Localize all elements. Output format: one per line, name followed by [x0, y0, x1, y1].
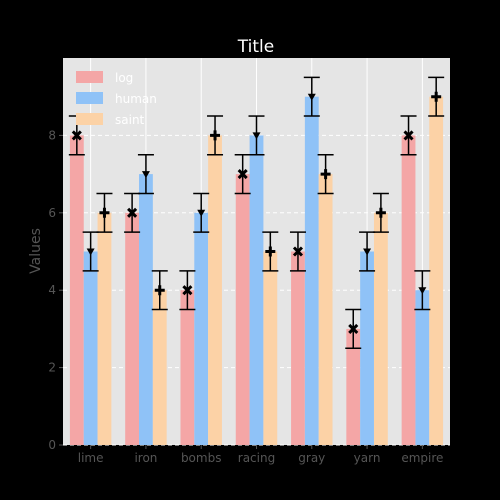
- bar-saint-racing: [263, 251, 278, 445]
- marker-triangle-down: [418, 287, 427, 295]
- x-axis-ticks: lime iron bombs racing gray yarn empire: [78, 445, 443, 465]
- x-tick-label: yarn: [354, 451, 381, 465]
- x-tick-label: bombs: [181, 451, 222, 465]
- bar-saint-gray: [318, 174, 333, 445]
- bar-log-racing: [235, 174, 250, 445]
- x-tick-label: empire: [401, 451, 443, 465]
- y-tick-label: 2: [48, 361, 56, 375]
- bar-log-bombs: [180, 290, 195, 445]
- marker-x: [127, 207, 138, 218]
- bar-log-gray: [291, 251, 305, 445]
- error-bars: [68, 76, 445, 349]
- x-tick-label: gray: [298, 451, 325, 465]
- bar-human-racing: [249, 135, 264, 445]
- bar-human-lime: [83, 251, 98, 445]
- legend-swatch-saint: [76, 113, 103, 125]
- bar-human-bombs: [194, 212, 209, 445]
- y-tick-label: 6: [48, 206, 56, 220]
- marker-plus: [154, 285, 165, 296]
- bar-log-empire: [401, 135, 416, 445]
- bar-saint-empire: [429, 96, 444, 445]
- bar-log-yarn: [346, 328, 361, 445]
- x-tick-label: racing: [238, 451, 275, 465]
- legend-label-log: log: [115, 71, 133, 85]
- bar-saint-lime: [97, 212, 112, 445]
- marker-plus: [99, 207, 110, 218]
- y-tick-label: 8: [48, 128, 56, 142]
- bar-saint-iron: [152, 290, 167, 445]
- legend-label-human: human: [115, 92, 157, 106]
- y-tick-label: 0: [48, 438, 56, 452]
- bar-human-iron: [139, 174, 153, 445]
- bar-human-yarn: [360, 251, 374, 445]
- marker-x: [403, 130, 414, 141]
- marker-plus: [210, 130, 221, 141]
- marker-triangle-down: [307, 93, 316, 101]
- marker-x: [348, 323, 359, 334]
- marker-triangle-down: [252, 132, 261, 140]
- y-axis-ticks: 0 2 4 6 8: [48, 128, 63, 452]
- y-tick-label: 4: [48, 283, 56, 297]
- marker-triangle-down: [141, 171, 150, 179]
- bar-log-iron: [125, 212, 140, 445]
- legend: log human saint: [76, 71, 157, 127]
- marker-triangle-down: [197, 209, 206, 217]
- marker-x: [71, 130, 82, 141]
- legend-label-saint: saint: [115, 113, 145, 127]
- markers: [71, 91, 442, 334]
- chart-title: Title: [237, 37, 274, 57]
- legend-swatch-log: [76, 71, 103, 83]
- marker-x: [292, 246, 304, 257]
- bar-log-lime: [69, 135, 84, 445]
- bar-saint-yarn: [373, 212, 388, 445]
- marker-plus: [265, 246, 276, 257]
- marker-x: [237, 169, 248, 180]
- marker-x: [182, 285, 193, 296]
- bar-human-gray: [304, 96, 319, 445]
- x-tick-label: iron: [134, 451, 157, 465]
- marker-triangle-down: [86, 248, 95, 256]
- marker-plus: [375, 207, 386, 218]
- x-tick-label: lime: [78, 451, 104, 465]
- bars: [69, 96, 444, 445]
- bar-saint-bombs: [208, 135, 222, 445]
- marker-triangle-down: [363, 248, 372, 256]
- marker-plus: [431, 91, 442, 102]
- legend-swatch-human: [76, 92, 103, 104]
- y-axis-label: Values: [28, 228, 44, 274]
- marker-plus: [320, 169, 331, 180]
- bar-human-empire: [415, 290, 430, 445]
